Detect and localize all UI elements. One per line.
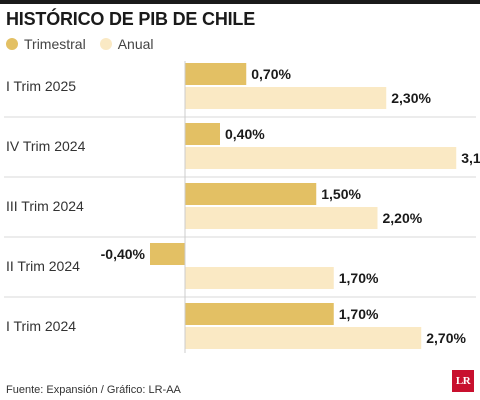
legend-item-anual: Anual (99, 36, 154, 52)
bar-anual (185, 147, 457, 169)
top-rule (0, 0, 480, 4)
legend: Trimestral Anual (6, 36, 168, 52)
bar-trimestral (185, 183, 317, 205)
legend-swatch-anual (99, 38, 112, 50)
legend-label-anual: Anual (117, 36, 154, 52)
bar-anual (185, 327, 422, 349)
category-label: II Trim 2024 (6, 258, 80, 274)
data-label-anual: 1,70% (339, 270, 379, 286)
bar-anual (185, 207, 378, 229)
legend-item-trimestral: Trimestral (6, 36, 86, 52)
data-label-trimestral: 1,70% (339, 306, 379, 322)
data-label-trimestral: 0,40% (225, 126, 265, 142)
bar-trimestral (150, 243, 185, 265)
chart-title: HISTÓRICO DE PIB DE CHILE (6, 9, 256, 29)
bar-trimestral (185, 63, 247, 85)
data-label-anual: 2,30% (391, 90, 431, 106)
bar-anual (185, 267, 334, 289)
bar-trimestral (185, 123, 220, 145)
bar-anual (185, 87, 387, 109)
legend-swatch-trimestral (6, 38, 18, 50)
category-label: IV Trim 2024 (6, 138, 86, 154)
lr-logo: LR (452, 370, 474, 392)
data-label-trimestral: -0,40% (101, 246, 146, 262)
data-label-trimestral: 0,70% (251, 66, 291, 82)
category-label: I Trim 2024 (6, 318, 76, 334)
data-label-anual: 2,20% (383, 210, 423, 226)
bar-trimestral (185, 303, 334, 325)
category-label: III Trim 2024 (6, 198, 84, 214)
data-label-trimestral: 1,50% (321, 186, 361, 202)
data-label-anual: 2,70% (426, 330, 466, 346)
source-note: Fuente: Expansión / Gráfico: LR-AA (6, 384, 181, 396)
legend-label-trimestral: Trimestral (24, 36, 86, 52)
bar-chart: I Trim 2025 0,70% 2,30% IV Trim 2024 0,40% 3,… (4, 61, 480, 353)
category-label: I Trim 2025 (6, 78, 76, 94)
data-label-anual: 3,10% (461, 150, 480, 166)
